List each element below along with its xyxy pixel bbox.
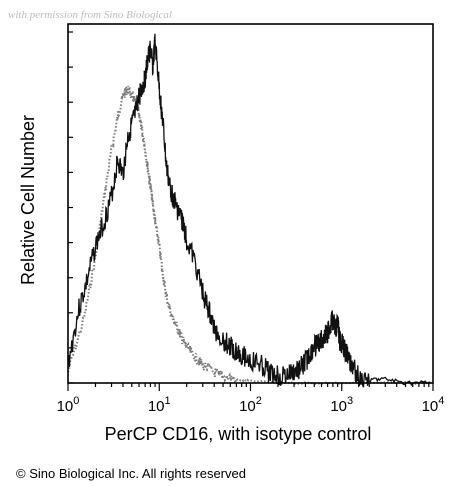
x-tick-label: 100 <box>57 395 80 415</box>
x-tick-label-base: 10 <box>422 398 439 415</box>
x-tick-label: 102 <box>239 395 262 415</box>
x-tick-label-exponent: 2 <box>256 395 262 407</box>
x-tick-label-base: 10 <box>330 398 347 415</box>
x-axis-ticks <box>67 383 434 391</box>
x-tick-label-exponent: 4 <box>438 395 444 407</box>
x-tick-label-exponent: 0 <box>73 395 79 407</box>
y-axis-ticks <box>68 31 73 384</box>
x-tick-label-exponent: 3 <box>347 395 353 407</box>
x-tick-label-base: 10 <box>239 398 256 415</box>
x-tick-label-base: 10 <box>148 398 165 415</box>
x-axis-tick-labels: 100 101 102 103 104 <box>57 395 445 415</box>
series-isotype-control <box>67 85 427 386</box>
x-tick-label-base: 10 <box>57 398 74 415</box>
x-tick-label-exponent: 1 <box>165 395 171 407</box>
plot-area <box>67 23 434 388</box>
x-tick-label: 103 <box>330 395 353 415</box>
x-tick-label: 104 <box>422 395 445 415</box>
x-axis-label: PerCP CD16, with isotype control <box>105 424 372 444</box>
watermark-text: with permission from Sino Biological <box>8 9 172 21</box>
copyright-notice: © Sino Biological Inc. All rights reserv… <box>16 466 246 481</box>
plot-frame <box>67 23 434 384</box>
y-axis-label: Relative Cell Number <box>18 115 38 285</box>
x-tick-label: 101 <box>148 395 171 415</box>
series-stained <box>67 33 432 388</box>
